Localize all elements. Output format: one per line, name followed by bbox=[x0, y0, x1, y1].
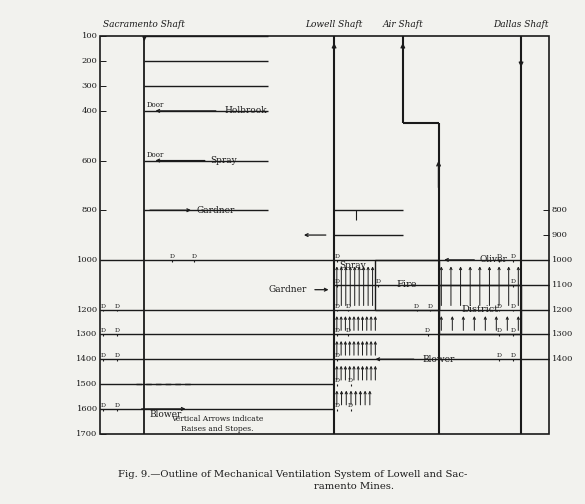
Text: D: D bbox=[497, 353, 501, 358]
Text: D: D bbox=[335, 353, 339, 358]
Text: Door: Door bbox=[147, 101, 164, 109]
Text: Dallas Shaft: Dallas Shaft bbox=[493, 21, 549, 29]
Text: D: D bbox=[335, 403, 339, 408]
Text: 800: 800 bbox=[552, 206, 567, 214]
Text: Spray: Spray bbox=[339, 261, 366, 270]
Text: D: D bbox=[348, 403, 353, 408]
Text: Blower: Blower bbox=[150, 410, 183, 419]
Text: Sacramento Shaft: Sacramento Shaft bbox=[104, 21, 185, 29]
Text: D: D bbox=[101, 329, 106, 334]
Text: D: D bbox=[115, 403, 119, 408]
Text: D: D bbox=[115, 353, 119, 358]
Text: 200: 200 bbox=[82, 57, 98, 65]
Text: Lowell Shaft: Lowell Shaft bbox=[305, 21, 363, 29]
Bar bbox=[439, 285, 521, 334]
Bar bbox=[376, 260, 439, 309]
Text: 1300: 1300 bbox=[77, 331, 98, 338]
Text: D: D bbox=[115, 304, 119, 308]
Text: D: D bbox=[345, 304, 350, 308]
Text: D: D bbox=[510, 304, 515, 308]
Text: D: D bbox=[510, 279, 515, 284]
Text: D: D bbox=[497, 329, 501, 334]
Text: D: D bbox=[335, 279, 339, 284]
Text: 100: 100 bbox=[82, 32, 98, 40]
Text: D: D bbox=[510, 353, 515, 358]
Text: 900: 900 bbox=[552, 231, 567, 239]
Text: D: D bbox=[348, 378, 353, 383]
Text: D: D bbox=[510, 329, 515, 334]
Text: D: D bbox=[101, 304, 106, 308]
Text: 800: 800 bbox=[82, 206, 98, 214]
Text: 1300: 1300 bbox=[552, 331, 573, 338]
Text: 1100: 1100 bbox=[552, 281, 573, 289]
Text: D: D bbox=[101, 403, 106, 408]
Text: 1000: 1000 bbox=[552, 256, 573, 264]
Text: 1500: 1500 bbox=[77, 380, 98, 388]
Text: 1400: 1400 bbox=[76, 355, 98, 363]
Text: D: D bbox=[335, 329, 339, 334]
Text: D: D bbox=[170, 254, 174, 259]
Bar bbox=[101, 36, 549, 434]
Text: Gardner: Gardner bbox=[268, 285, 307, 294]
Text: 300: 300 bbox=[82, 82, 98, 90]
Text: D: D bbox=[335, 304, 339, 308]
Text: D: D bbox=[497, 304, 501, 308]
Text: D: D bbox=[497, 254, 501, 259]
Text: Door: Door bbox=[147, 151, 164, 159]
Text: 600: 600 bbox=[82, 157, 98, 164]
Text: Spray: Spray bbox=[211, 156, 237, 165]
Text: 1600: 1600 bbox=[77, 405, 98, 413]
Text: D: D bbox=[510, 254, 515, 259]
Text: Blower: Blower bbox=[422, 355, 455, 364]
Text: D: D bbox=[191, 254, 197, 259]
Text: D: D bbox=[335, 254, 339, 259]
Text: 400: 400 bbox=[82, 107, 98, 115]
Text: D: D bbox=[428, 304, 433, 308]
Text: 1200: 1200 bbox=[552, 305, 573, 313]
Text: Oliver: Oliver bbox=[480, 256, 508, 265]
Text: 1000: 1000 bbox=[77, 256, 98, 264]
Text: Vertical Arrows indicate
Raises and Stopes.: Vertical Arrows indicate Raises and Stop… bbox=[171, 415, 263, 433]
Text: Holbrook: Holbrook bbox=[224, 106, 267, 115]
Text: 1200: 1200 bbox=[77, 305, 98, 313]
Text: D: D bbox=[414, 304, 419, 308]
Text: District: District bbox=[461, 305, 498, 314]
Text: D: D bbox=[376, 279, 381, 284]
Text: Air Shaft: Air Shaft bbox=[383, 21, 423, 29]
Text: Fire: Fire bbox=[397, 280, 417, 289]
Text: D: D bbox=[101, 353, 106, 358]
Text: D: D bbox=[115, 329, 119, 334]
Text: 1700: 1700 bbox=[77, 430, 98, 438]
Text: Fig. 9.—Outline of Mechanical Ventilation System of Lowell and Sac-
            : Fig. 9.—Outline of Mechanical Ventilatio… bbox=[118, 470, 467, 491]
Text: D: D bbox=[335, 378, 339, 383]
Text: 1400: 1400 bbox=[552, 355, 573, 363]
Text: Gardner: Gardner bbox=[197, 206, 235, 215]
Text: D: D bbox=[345, 329, 350, 334]
Text: D: D bbox=[425, 329, 430, 334]
